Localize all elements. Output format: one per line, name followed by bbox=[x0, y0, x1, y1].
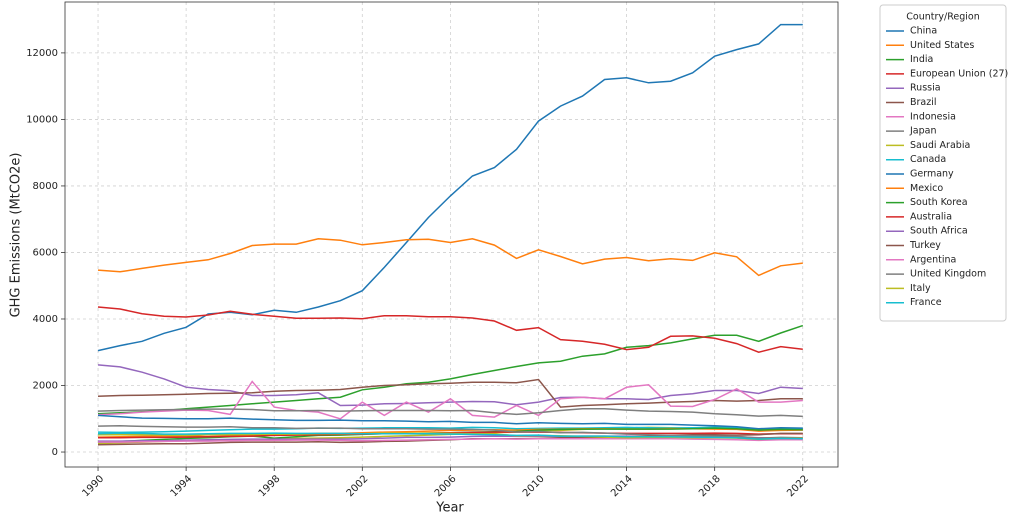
x-tick-label: 1990 bbox=[81, 473, 107, 499]
series-line bbox=[97, 426, 803, 434]
legend-label: Saudi Arabia bbox=[910, 140, 970, 151]
y-tick-label: 8000 bbox=[33, 181, 58, 192]
legend-label: Canada bbox=[910, 154, 946, 165]
y-tick-label: 6000 bbox=[33, 247, 58, 258]
y-tick-label: 4000 bbox=[33, 314, 58, 325]
legend-label: Brazil bbox=[910, 97, 937, 108]
legend-label: United States bbox=[910, 40, 974, 51]
legend-label: Australia bbox=[910, 211, 952, 222]
series-line bbox=[97, 324, 804, 415]
legend-label: Mexico bbox=[910, 183, 943, 194]
legend-label: Germany bbox=[910, 169, 954, 180]
series-line bbox=[97, 408, 803, 418]
legend-label: South Africa bbox=[910, 226, 968, 237]
series-line bbox=[97, 380, 803, 420]
legend-label: Argentina bbox=[910, 254, 956, 265]
x-tick-label: 2006 bbox=[433, 473, 459, 499]
legend-label: Japan bbox=[909, 126, 937, 137]
legend-label: Italy bbox=[910, 283, 931, 294]
x-tick-label: 2010 bbox=[521, 473, 547, 499]
legend-label: European Union (27) bbox=[910, 68, 1008, 79]
y-tick-label: 12000 bbox=[26, 48, 58, 59]
legend-label: United Kingdom bbox=[910, 269, 986, 280]
x-tick-label: 1994 bbox=[169, 473, 195, 499]
legend-box bbox=[879, 4, 1007, 322]
y-tick-label: 10000 bbox=[26, 114, 58, 125]
y-axis-label: GHG Emissions (MtCO2e) bbox=[9, 153, 24, 318]
x-tick-label: 1998 bbox=[257, 473, 283, 499]
series-line bbox=[97, 432, 803, 440]
x-tick-label: 2022 bbox=[785, 473, 811, 499]
x-tick-label: 2014 bbox=[609, 473, 635, 499]
series-line bbox=[97, 364, 803, 407]
plot-frame bbox=[64, 1, 839, 468]
y-tick-label: 0 bbox=[52, 447, 58, 458]
series-line bbox=[98, 437, 803, 443]
series-line bbox=[97, 414, 803, 430]
legend-label: Turkey bbox=[909, 240, 941, 251]
legend-label: Indonesia bbox=[910, 111, 956, 122]
series-line bbox=[97, 378, 803, 408]
series-line bbox=[97, 238, 803, 277]
y-tick-label: 2000 bbox=[33, 381, 58, 392]
series-line bbox=[97, 306, 803, 353]
legend-label: France bbox=[910, 297, 942, 308]
x-tick-label: 2002 bbox=[345, 473, 371, 499]
legend-label: Russia bbox=[910, 83, 941, 94]
x-tick-label: 2018 bbox=[697, 473, 723, 499]
legend-label: India bbox=[910, 54, 933, 65]
series-line bbox=[97, 425, 803, 439]
legend-title: Country/Region bbox=[906, 12, 979, 23]
series-line bbox=[97, 23, 803, 352]
legend-label: South Korea bbox=[910, 197, 968, 208]
x-axis-label: Year bbox=[435, 501, 464, 516]
legend-label: China bbox=[910, 26, 937, 37]
